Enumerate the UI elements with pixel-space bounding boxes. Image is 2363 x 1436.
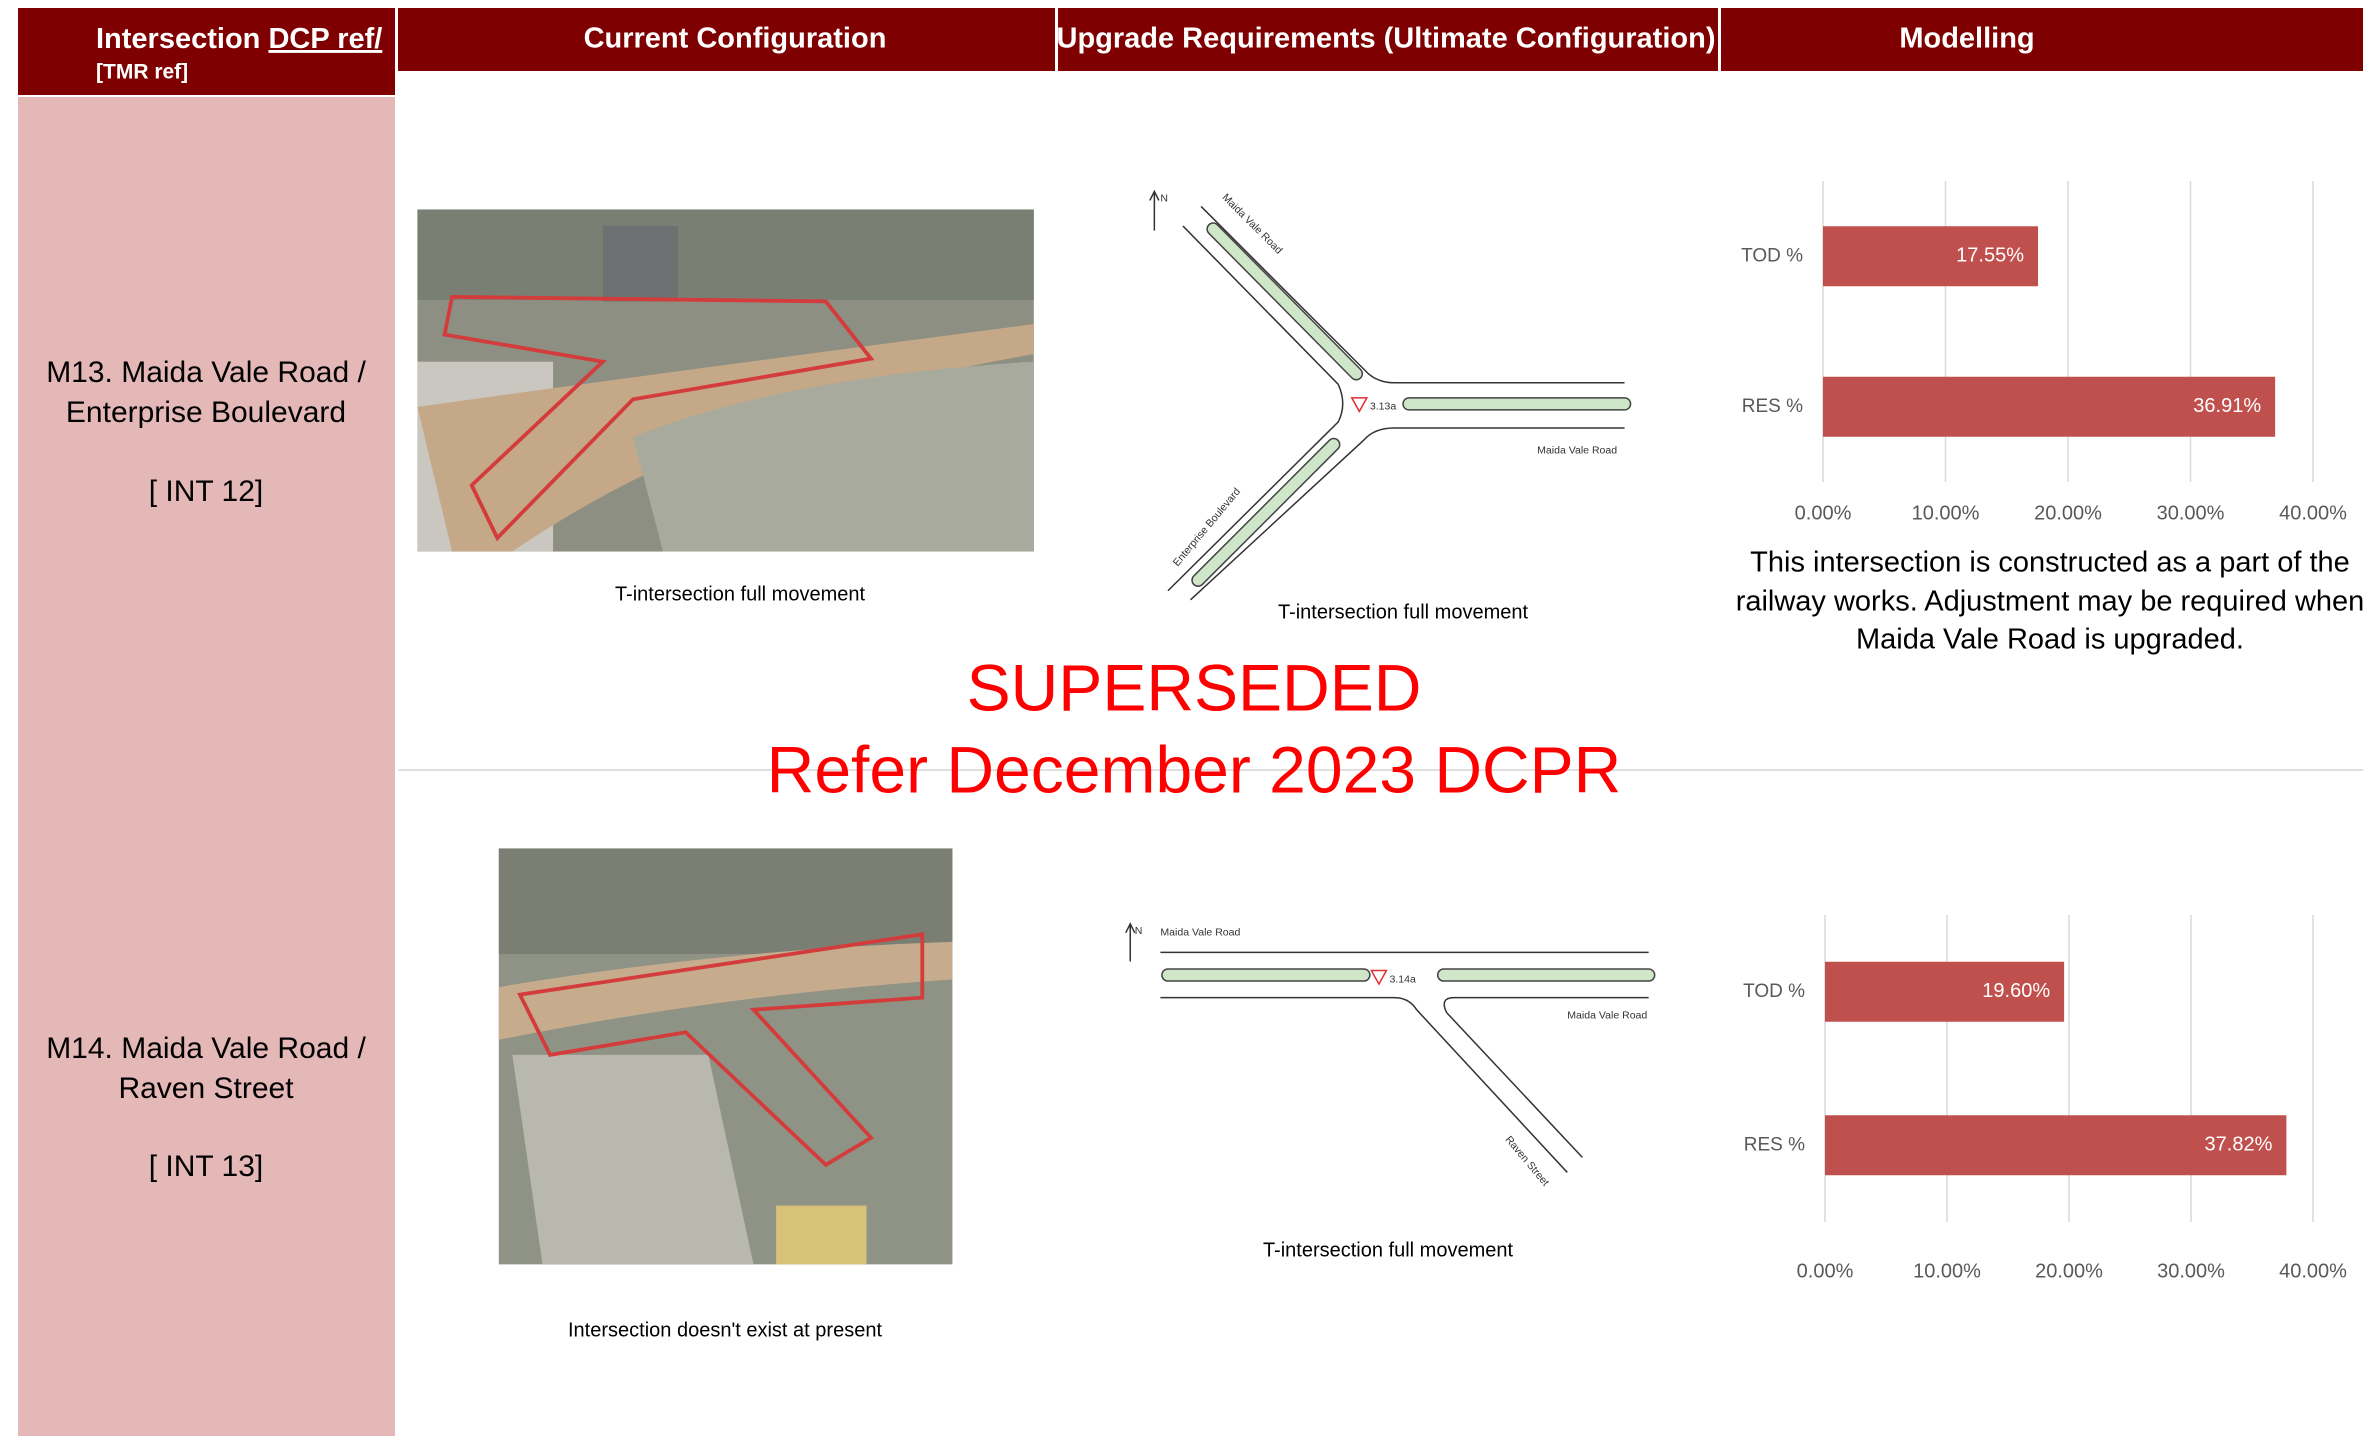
category-label: RES % [1742, 396, 1803, 417]
header-cell [398, 8, 1055, 71]
x-tick-label: 0.00% [1795, 502, 1852, 524]
header-cell [1721, 8, 2363, 71]
value-label: 36.91% [2193, 395, 2261, 417]
note: This intersection is constructed as a pa… [1750, 547, 2350, 579]
header-cell [1058, 8, 1718, 71]
watermark: Refer December 2023 DCPR [767, 732, 1622, 806]
category-label: RES % [1744, 1134, 1805, 1155]
header-cell [18, 8, 395, 95]
north-label: N [1135, 925, 1143, 937]
watermark: SUPERSEDED [967, 650, 1422, 724]
aerial-photo [417, 209, 1034, 552]
intersection-ref: [ INT 13] [149, 1150, 264, 1183]
caption: T-intersection full movement [1263, 1239, 1514, 1261]
x-tick-label: 0.00% [1797, 1260, 1854, 1282]
road-label: Raven Street [1503, 1134, 1552, 1189]
intersection-name: M14. Maida Vale Road / [46, 1032, 366, 1065]
node-label: 3.13a [1370, 401, 1396, 413]
header-ref: DCP ref/ [268, 23, 382, 55]
intersection-name: Enterprise Boulevard [66, 396, 346, 429]
header-column: Upgrade Requirements (Ultimate Configura… [1057, 23, 1716, 55]
value-label: 17.55% [1956, 245, 2024, 267]
x-tick-label: 10.00% [1913, 1260, 1981, 1282]
category-label: TOD % [1741, 245, 1803, 266]
x-tick-label: 30.00% [2157, 502, 2225, 524]
header-tmr: [TMR ref] [96, 61, 188, 84]
bar [1825, 961, 2065, 1022]
category-label: TOD % [1743, 981, 1805, 1002]
intersection-diagram [1149, 189, 1632, 601]
x-tick-label: 10.00% [1912, 502, 1980, 524]
intersection-name: Raven Street [118, 1072, 294, 1105]
header-title: Intersection DCP ref/ [96, 23, 382, 55]
x-tick-label: 30.00% [2157, 1260, 2225, 1282]
note: railway works. Adjustment may be require… [1736, 586, 2363, 618]
images: N 3.13a Maida Vale Road Maida Vale Road … [417, 189, 1656, 1265]
intersection-name: M13. Maida Vale Road / [46, 356, 366, 389]
bar [1823, 376, 2276, 437]
label-column [18, 97, 395, 1436]
node-label: 3.14a [1389, 973, 1415, 985]
header-title-text: Intersection [96, 23, 260, 55]
header-column: Current Configuration [584, 23, 887, 55]
bar [1825, 1115, 2287, 1176]
x-tick-label: 20.00% [2035, 1260, 2103, 1282]
x-tick-label: 40.00% [2279, 1260, 2347, 1282]
intersection-diagram [1125, 922, 1656, 1173]
intersection-ref: [ INT 12] [149, 475, 264, 508]
x-tick-label: 20.00% [2034, 502, 2102, 524]
note: Maida Vale Road is upgraded. [1856, 624, 2244, 656]
north-label: N [1160, 193, 1168, 205]
caption: T-intersection full movement [615, 583, 866, 605]
aerial-photo [498, 848, 953, 1265]
x-tick-label: 40.00% [2279, 502, 2347, 524]
caption: T-intersection full movement [1278, 601, 1529, 623]
header-column: Modelling [1899, 23, 2034, 55]
value-label: 37.82% [2205, 1134, 2273, 1156]
value-label: 19.60% [1982, 980, 2050, 1002]
bar [1823, 226, 2038, 287]
road-label: Maida Vale Road [1537, 444, 1617, 456]
road-label: Maida Vale Road [1160, 927, 1240, 939]
road-label: Maida Vale Road [1567, 1009, 1647, 1021]
caption: Intersection doesn't exist at present [568, 1319, 882, 1341]
